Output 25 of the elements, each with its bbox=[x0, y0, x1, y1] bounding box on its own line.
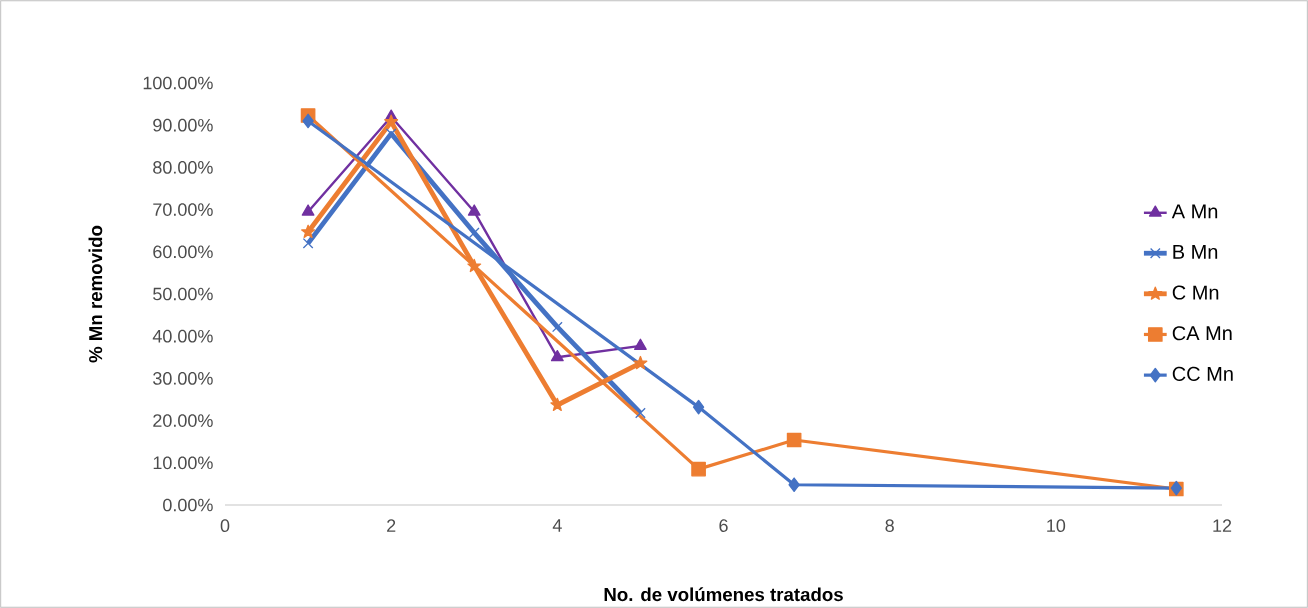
y-tick-label: 50.00% bbox=[153, 287, 213, 301]
x-tick-label: 8 bbox=[885, 519, 894, 532]
legend-label: C Mn bbox=[1172, 285, 1219, 300]
y-tick-label: 90.00% bbox=[153, 118, 213, 132]
x-tick-label: 2 bbox=[387, 519, 396, 532]
y-tick-label: 0.00% bbox=[163, 498, 213, 512]
y-tick-label: 10.00% bbox=[153, 456, 213, 470]
legend-label: A Mn bbox=[1171, 204, 1218, 219]
x-axis-title: No. de volúmenes tratados bbox=[604, 587, 843, 602]
legend-label: CC Mn bbox=[1172, 366, 1233, 381]
y-tick-label: 30.00% bbox=[153, 372, 213, 385]
y-axis-title: % Mn removido bbox=[88, 225, 103, 363]
x-tick-label: 10 bbox=[1047, 519, 1066, 532]
x-tick-label: 4 bbox=[552, 519, 562, 532]
x-tick-label: 0 bbox=[220, 519, 230, 532]
legend-label: CA Mn bbox=[1172, 326, 1232, 341]
y-tick-label: 70.00% bbox=[153, 203, 213, 216]
y-tick-label: 80.00% bbox=[153, 161, 213, 174]
legend-label: B Mn bbox=[1173, 245, 1218, 259]
x-tick-label: 12 bbox=[1213, 519, 1232, 532]
y-tick-label: 60.00% bbox=[153, 245, 213, 259]
y-tick-label: 100.00% bbox=[143, 76, 213, 90]
y-tick-label: 20.00% bbox=[153, 414, 213, 427]
y-tick-label: 40.00% bbox=[152, 329, 213, 343]
x-tick-label: 6 bbox=[719, 519, 728, 532]
